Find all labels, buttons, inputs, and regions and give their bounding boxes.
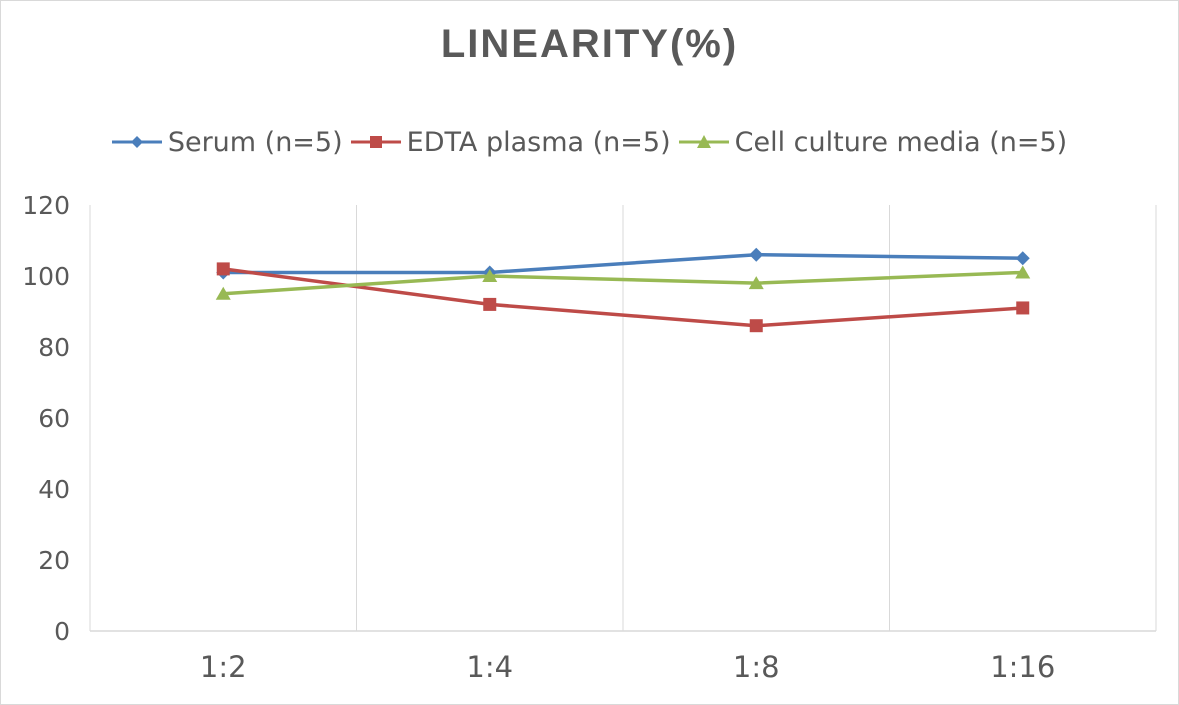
legend-swatch-edta-plasma	[350, 136, 401, 148]
legend-item-cell-culture-media: Cell culture media (n=5)	[678, 126, 1068, 158]
y-tick-label: 60	[38, 404, 70, 433]
legend-item-edta-plasma: EDTA plasma (n=5)	[350, 126, 671, 158]
legend-item-serum: Serum (n=5)	[111, 126, 343, 158]
y-tick-label: 0	[54, 617, 70, 646]
series-line-2	[223, 270, 1023, 296]
data-point-marker	[749, 319, 763, 333]
y-tick-label: 20	[38, 546, 70, 575]
x-tick-label: 1:8	[733, 650, 780, 684]
legend-label-cell-culture-media: Cell culture media (n=5)	[734, 126, 1068, 158]
data-point-marker	[216, 262, 230, 276]
legend-swatch-cell-culture-media	[678, 135, 729, 148]
legend-swatch-serum	[111, 136, 162, 148]
data-point-marker	[482, 269, 498, 282]
data-point-marker	[1015, 265, 1031, 279]
y-tick-label: 120	[22, 191, 70, 220]
legend-label-serum: Serum (n=5)	[167, 126, 343, 158]
data-point-marker	[215, 286, 231, 300]
data-point-marker	[1016, 301, 1030, 315]
data-point-marker	[483, 297, 497, 311]
chart-legend: Serum (n=5) EDTA plasma (n=5) Cell cultu…	[0, 120, 1179, 164]
y-tick-label: 100	[22, 262, 70, 291]
series-line-1	[223, 267, 1023, 328]
x-tick-label: 1:4	[466, 650, 513, 684]
y-tick-label: 80	[38, 333, 70, 362]
x-tick-label: 1:2	[200, 650, 247, 684]
series-line-0	[223, 252, 1023, 275]
y-tick-label: 40	[38, 475, 70, 504]
x-tick-label: 1:16	[990, 650, 1055, 684]
data-point-marker	[749, 247, 764, 262]
data-point-marker	[748, 276, 764, 290]
chart-title: LINEARITY(%)	[440, 22, 739, 66]
legend-label-edta-plasma: EDTA plasma (n=5)	[406, 126, 671, 158]
data-point-marker	[1015, 251, 1030, 266]
